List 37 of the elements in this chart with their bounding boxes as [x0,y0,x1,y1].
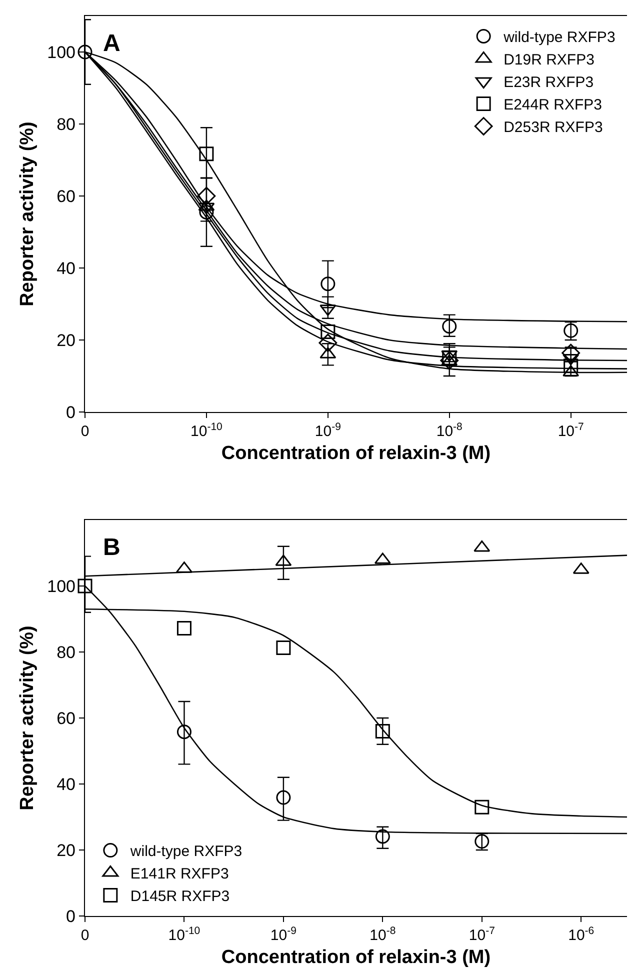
y-tick-label: 40 [56,774,76,794]
x-tick-label: 10$^{-10}$ [190,420,223,440]
y-tick-label: 60 [56,186,76,206]
x-tick-label: 10$^{-6}$ [568,924,594,944]
y-tick-label: 20 [56,840,76,860]
x-tick-label: 10$^{-9}$ [314,420,342,440]
x-tick-label: 10$^{-7}$ [558,420,584,440]
y-tick-label: 0 [66,402,76,422]
x-tick-label: 10$^{-9}$ [270,924,297,944]
x-axis-title: Concentration of relaxin-3 (M) [221,946,491,968]
legend-label: D19R RXFP3 [504,52,594,69]
x-tick-label: 10$^{-7}$ [468,924,496,944]
text: A [103,30,120,57]
x-axis-title: Concentration of relaxin-3 (M) [221,442,491,464]
y-axis-title: Reporter activity (%) [16,122,38,306]
y-tick-label: 0 [66,906,76,926]
x-tick-label: 0 [80,927,90,944]
text: B [103,534,120,561]
legend-label: wild-type RXFP3 [129,843,242,860]
legend-label: E23R RXFP3 [504,74,594,92]
legend-label: E244R RXFP3 [504,96,602,114]
y-tick-label: 40 [56,258,76,278]
legend-label: D145R RXFP3 [130,888,230,906]
y-tick-label: 20 [56,330,76,350]
y-tick-label: 100 [47,42,76,62]
x-tick-label: 0 [80,423,90,440]
x-tick-label: 10$^{-8}$ [436,420,463,440]
legend-label: E141R RXFP3 [130,866,229,883]
y-axis-title: Reporter activity (%) [16,626,38,810]
x-tick-label: 10$^{-8}$ [370,924,396,944]
y-tick-label: 80 [56,642,76,662]
legend-label: D253R RXFP3 [504,119,603,136]
y-tick-label: 100 [47,576,76,596]
legend-label: wild-type RXFP3 [502,29,616,46]
y-tick-label: 60 [56,708,76,728]
y-tick-label: 80 [56,114,76,134]
x-tick-label: 10$^{-10}$ [168,924,200,944]
